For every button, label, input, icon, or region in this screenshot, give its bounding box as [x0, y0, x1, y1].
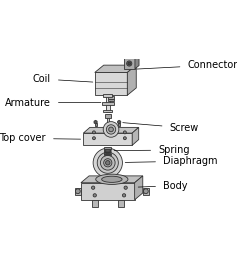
- Circle shape: [123, 194, 126, 197]
- Bar: [83, 133, 132, 145]
- Circle shape: [106, 125, 116, 134]
- Circle shape: [91, 186, 95, 189]
- Polygon shape: [83, 127, 139, 133]
- Bar: [109, 99, 114, 101]
- Circle shape: [92, 137, 96, 140]
- Bar: [123, 58, 135, 69]
- Polygon shape: [81, 176, 143, 183]
- Polygon shape: [127, 65, 136, 95]
- Bar: [75, 188, 81, 195]
- Text: Spring: Spring: [114, 145, 190, 155]
- Bar: [118, 123, 120, 127]
- Circle shape: [100, 155, 115, 170]
- Bar: [103, 110, 113, 112]
- Bar: [104, 147, 111, 149]
- Circle shape: [93, 148, 123, 178]
- Polygon shape: [135, 55, 139, 69]
- Circle shape: [123, 131, 126, 134]
- Circle shape: [105, 161, 110, 165]
- Circle shape: [143, 189, 148, 194]
- Circle shape: [103, 122, 119, 137]
- Bar: [107, 116, 109, 129]
- Bar: [91, 200, 98, 207]
- Bar: [104, 154, 111, 155]
- Text: Body: Body: [138, 181, 188, 191]
- Bar: [105, 114, 111, 118]
- Circle shape: [104, 159, 112, 167]
- Bar: [118, 200, 124, 207]
- Circle shape: [128, 62, 131, 65]
- Bar: [81, 183, 135, 200]
- Ellipse shape: [96, 174, 128, 185]
- Text: Coil: Coil: [33, 74, 93, 84]
- Text: Screw: Screw: [123, 123, 199, 133]
- Text: Diaphragm: Diaphragm: [125, 156, 218, 166]
- Circle shape: [92, 131, 96, 134]
- Text: Armature: Armature: [5, 97, 101, 108]
- Circle shape: [109, 127, 113, 132]
- Circle shape: [124, 186, 127, 189]
- Text: Connector: Connector: [137, 60, 237, 70]
- Bar: [95, 123, 96, 127]
- Bar: [143, 188, 149, 195]
- Bar: [103, 94, 113, 97]
- Polygon shape: [132, 127, 139, 145]
- Circle shape: [123, 137, 126, 140]
- Ellipse shape: [102, 176, 122, 182]
- Bar: [105, 94, 110, 112]
- Text: Top cover: Top cover: [0, 133, 81, 143]
- Circle shape: [75, 189, 80, 194]
- Polygon shape: [135, 176, 143, 200]
- Bar: [95, 73, 127, 95]
- Bar: [102, 102, 114, 105]
- Polygon shape: [95, 65, 136, 73]
- Circle shape: [97, 152, 118, 173]
- Bar: [108, 96, 114, 99]
- Circle shape: [127, 61, 132, 66]
- Polygon shape: [123, 55, 139, 58]
- Circle shape: [93, 194, 96, 197]
